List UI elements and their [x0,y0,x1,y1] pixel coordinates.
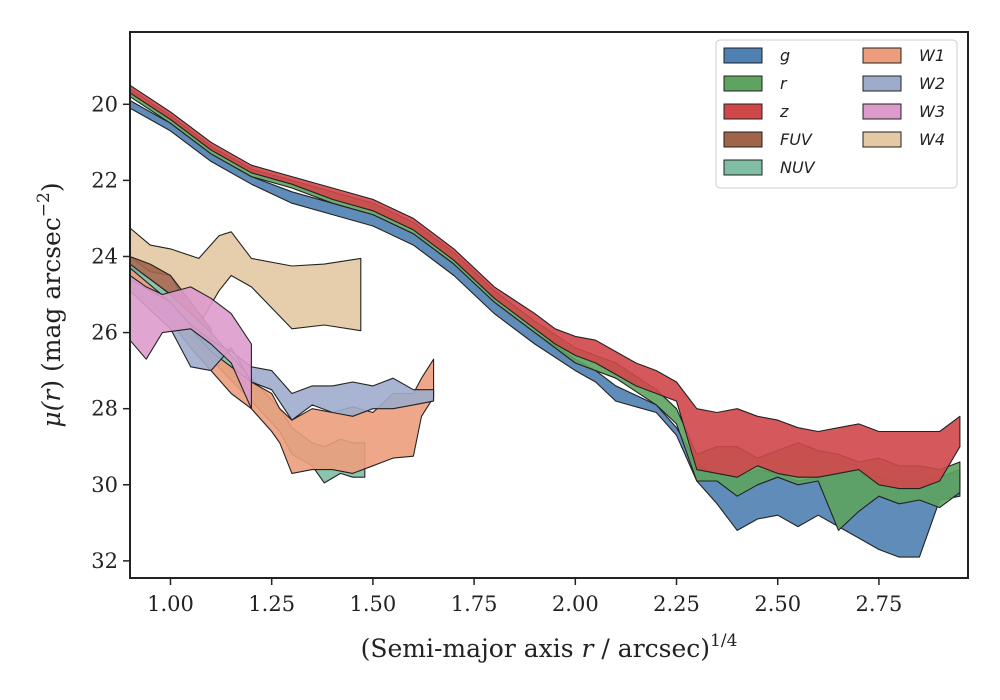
legend-swatch-r [723,75,763,92]
legend-swatch-g [723,47,763,64]
legend-swatch-nuv [723,159,763,176]
series-band-w3 [129,274,252,410]
x-axis: 1.00 1.25 1.50 1.75 2.00 2.25 2.50 2.75 [147,578,902,616]
legend-label-r: r [780,74,788,93]
legend-label-w2: W2 [919,74,945,93]
y-tick-label: 22 [91,168,118,192]
x-tick-label: 1.25 [248,592,295,616]
x-tick-label: 1.50 [350,592,397,616]
y-tick-label: 20 [91,92,118,116]
legend-swatch-w3 [862,103,902,120]
legend-swatch-w2 [862,75,902,92]
y-tick-label: 30 [91,473,118,497]
legend-label-z: z [779,102,789,121]
series-band-z [129,84,961,490]
legend: grz FUV NUV W1 W2 W3 W4 [715,39,958,189]
legend-swatch-fuv [723,131,763,148]
legend-label-fuv: FUV [780,130,813,149]
x-tick-label: 2.00 [552,592,599,616]
y-tick-label: 26 [91,321,118,345]
plot-frame [129,31,969,579]
x-axis-title: (Semi-major axis r / arcsec)1/4 [361,631,738,663]
legend-swatch-w4 [862,131,902,148]
y-tick-label: 24 [91,244,118,268]
y-tick-label: 28 [91,397,118,421]
legend-label-g: g [780,46,790,65]
legend-label-nuv: NUV [780,158,816,177]
x-tick-label: 1.75 [451,592,498,616]
x-tick-label: 1.00 [147,592,194,616]
y-axis-title: μ(r) (mag arcsec−2) [34,182,66,427]
y-tick-label: 32 [91,549,118,573]
legend-label-w3: W3 [919,102,945,121]
y-axis: 20 22 24 26 28 30 32 [91,92,130,573]
legend-swatch-w1 [862,47,902,64]
legend-swatch-z [723,103,763,120]
x-tick-label: 2.50 [754,592,801,616]
x-tick-label: 2.75 [856,592,903,616]
series-layer [129,84,961,558]
x-tick-label: 2.25 [653,592,700,616]
legend-label-w1: W1 [919,46,945,65]
legend-label-w4: W4 [919,130,945,149]
